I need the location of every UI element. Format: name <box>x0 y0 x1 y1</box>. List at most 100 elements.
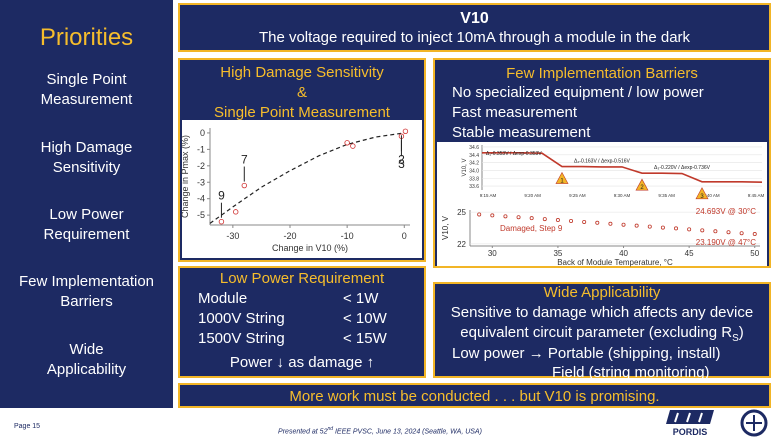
y-tick-label: -2 <box>197 161 205 171</box>
logo-stripe <box>698 412 703 423</box>
header-title: V10 <box>460 10 489 27</box>
x-tick-label: 9:40 AM <box>703 193 720 198</box>
x-tick-label: -10 <box>341 231 354 241</box>
panel-title: High Damage Sensitivity & Single Point M… <box>214 64 390 121</box>
x-tick-label: -20 <box>283 231 296 241</box>
data-point <box>700 228 705 233</box>
data-point <box>726 230 731 235</box>
step-label: 1 <box>560 179 564 185</box>
x-tick-label: 9:35 AM <box>658 193 675 198</box>
wide-line: equivalent circuit parameter (excluding … <box>435 324 769 344</box>
logo-stripe <box>686 412 691 423</box>
x-axis-label: Back of Module Temperature, °C <box>557 258 673 267</box>
x-tick-label: 9:25 AM <box>569 193 586 198</box>
y-tick-label: 34.6 <box>469 145 479 151</box>
banner: More work must be conducted . . . but V1… <box>178 383 771 408</box>
subscript: S <box>732 333 739 344</box>
logo-stripe <box>674 412 679 423</box>
y-tick-label: 33.6 <box>469 184 479 190</box>
data-point <box>569 219 574 224</box>
step-line <box>482 152 763 183</box>
data-point <box>529 216 534 221</box>
panel-title: Wide Applicability <box>543 284 661 301</box>
y-tick-label: 34.0 <box>469 168 479 174</box>
step-annotation: Δ₁-0.353V / Δexp-0.353V <box>486 151 542 157</box>
y-axis-label: V10, V <box>462 158 468 176</box>
banner-text: More work must be conducted . . . but V1… <box>289 388 660 405</box>
text: IEEE PVSC, June 13, 2024 (Seattle, WA, U… <box>333 428 482 436</box>
header-subtitle: The voltage required to inject 10mA thro… <box>258 29 691 46</box>
x-tick-label: 9:45 AM <box>748 193 765 198</box>
power-note: Power ↓ as damage ↑ <box>229 354 375 371</box>
annotation: Damaged, Step 9 <box>500 224 563 233</box>
y-axis-label: V10, V <box>441 215 450 240</box>
barrier-item: No specialized equipment / low power <box>452 84 704 101</box>
x-tick-label: 9:30 AM <box>614 193 631 198</box>
step-marker <box>695 187 709 200</box>
y-tick-label: 34.2 <box>469 161 479 167</box>
data-point <box>647 224 652 229</box>
step-annotation: Δ₂-0.163V / Δexp-0.516V <box>574 159 631 165</box>
y-tick-label: 33.8 <box>469 176 479 182</box>
data-point <box>402 128 409 134</box>
priority-item: High Damage Sensitivity <box>40 139 133 176</box>
priority-item: Wide Applicability <box>46 341 127 378</box>
step-label: 2 <box>640 185 644 191</box>
data-point <box>490 213 495 218</box>
row-value: < 15W <box>343 330 387 347</box>
step-marker <box>635 178 649 191</box>
data-point <box>752 232 757 237</box>
logo-text: PORDIS <box>673 427 708 437</box>
annotation: 3 <box>398 157 405 171</box>
y-tick-label: -3 <box>197 177 205 187</box>
x-axis-label: Change in V10 (%) <box>272 243 348 253</box>
fit-curve <box>209 132 405 224</box>
charts-layer: -30 -20 -10 0 0 -1 -2 -3 -4 -5 Change in V10 (%) Ch… <box>180 128 765 267</box>
data-point <box>516 215 521 220</box>
logo-shape <box>666 410 714 424</box>
row-label: 1000V String <box>198 310 285 327</box>
x-tick-label: -30 <box>226 231 239 241</box>
y-tick-label: 34.4 <box>469 153 479 159</box>
annotation: 24.693V @ 30°C <box>696 207 756 216</box>
row-value: < 10W <box>343 310 387 327</box>
wide-line: Field (string monitoring) <box>552 364 710 381</box>
data-point <box>739 231 744 236</box>
y-tick-label: 22 <box>457 240 466 249</box>
y-tick-label: -5 <box>197 210 205 220</box>
x-tick-label: 45 <box>685 249 694 258</box>
logos: PORDIS <box>666 409 768 437</box>
page-number: Page 15 <box>14 423 41 430</box>
priority-item: Single Point Measurement <box>40 71 133 108</box>
data-point <box>477 212 482 217</box>
data-point <box>608 221 613 226</box>
data-point <box>582 219 587 224</box>
data-point <box>542 217 547 222</box>
sidebar-title: Priorities <box>39 24 134 51</box>
wide-line: Sensitive to damage which affects any de… <box>450 304 754 321</box>
data-point <box>344 140 350 146</box>
data-point <box>674 226 679 231</box>
damage-panel: High Damage Sensitivity & Single Point M… <box>178 58 426 262</box>
annotation: 2 <box>398 152 405 166</box>
step-marker <box>555 171 569 184</box>
chart-background <box>182 120 422 258</box>
annotation: 7 <box>241 153 248 167</box>
text: Presented at 52 <box>278 428 328 436</box>
step-label: 3 <box>700 194 704 200</box>
power-panel: Low Power Requirement Module < 1W 1000V … <box>178 266 426 378</box>
data-point <box>233 209 239 215</box>
step-annotation: Δ₃-0.220V / Δexp-0.736V <box>654 165 711 171</box>
logo-emblem <box>746 415 762 431</box>
data-point <box>241 182 247 189</box>
panel-title: Few Implementation Barriers <box>506 65 698 82</box>
text: equivalent circuit parameter (excluding … <box>460 324 733 341</box>
logo-emblem <box>740 409 768 437</box>
annotation: 9 <box>218 189 225 203</box>
barrier-item: Stable measurement <box>452 124 591 141</box>
data-point <box>555 218 560 223</box>
row-label: Module <box>198 290 248 307</box>
y-tick-label: 25 <box>457 208 466 217</box>
